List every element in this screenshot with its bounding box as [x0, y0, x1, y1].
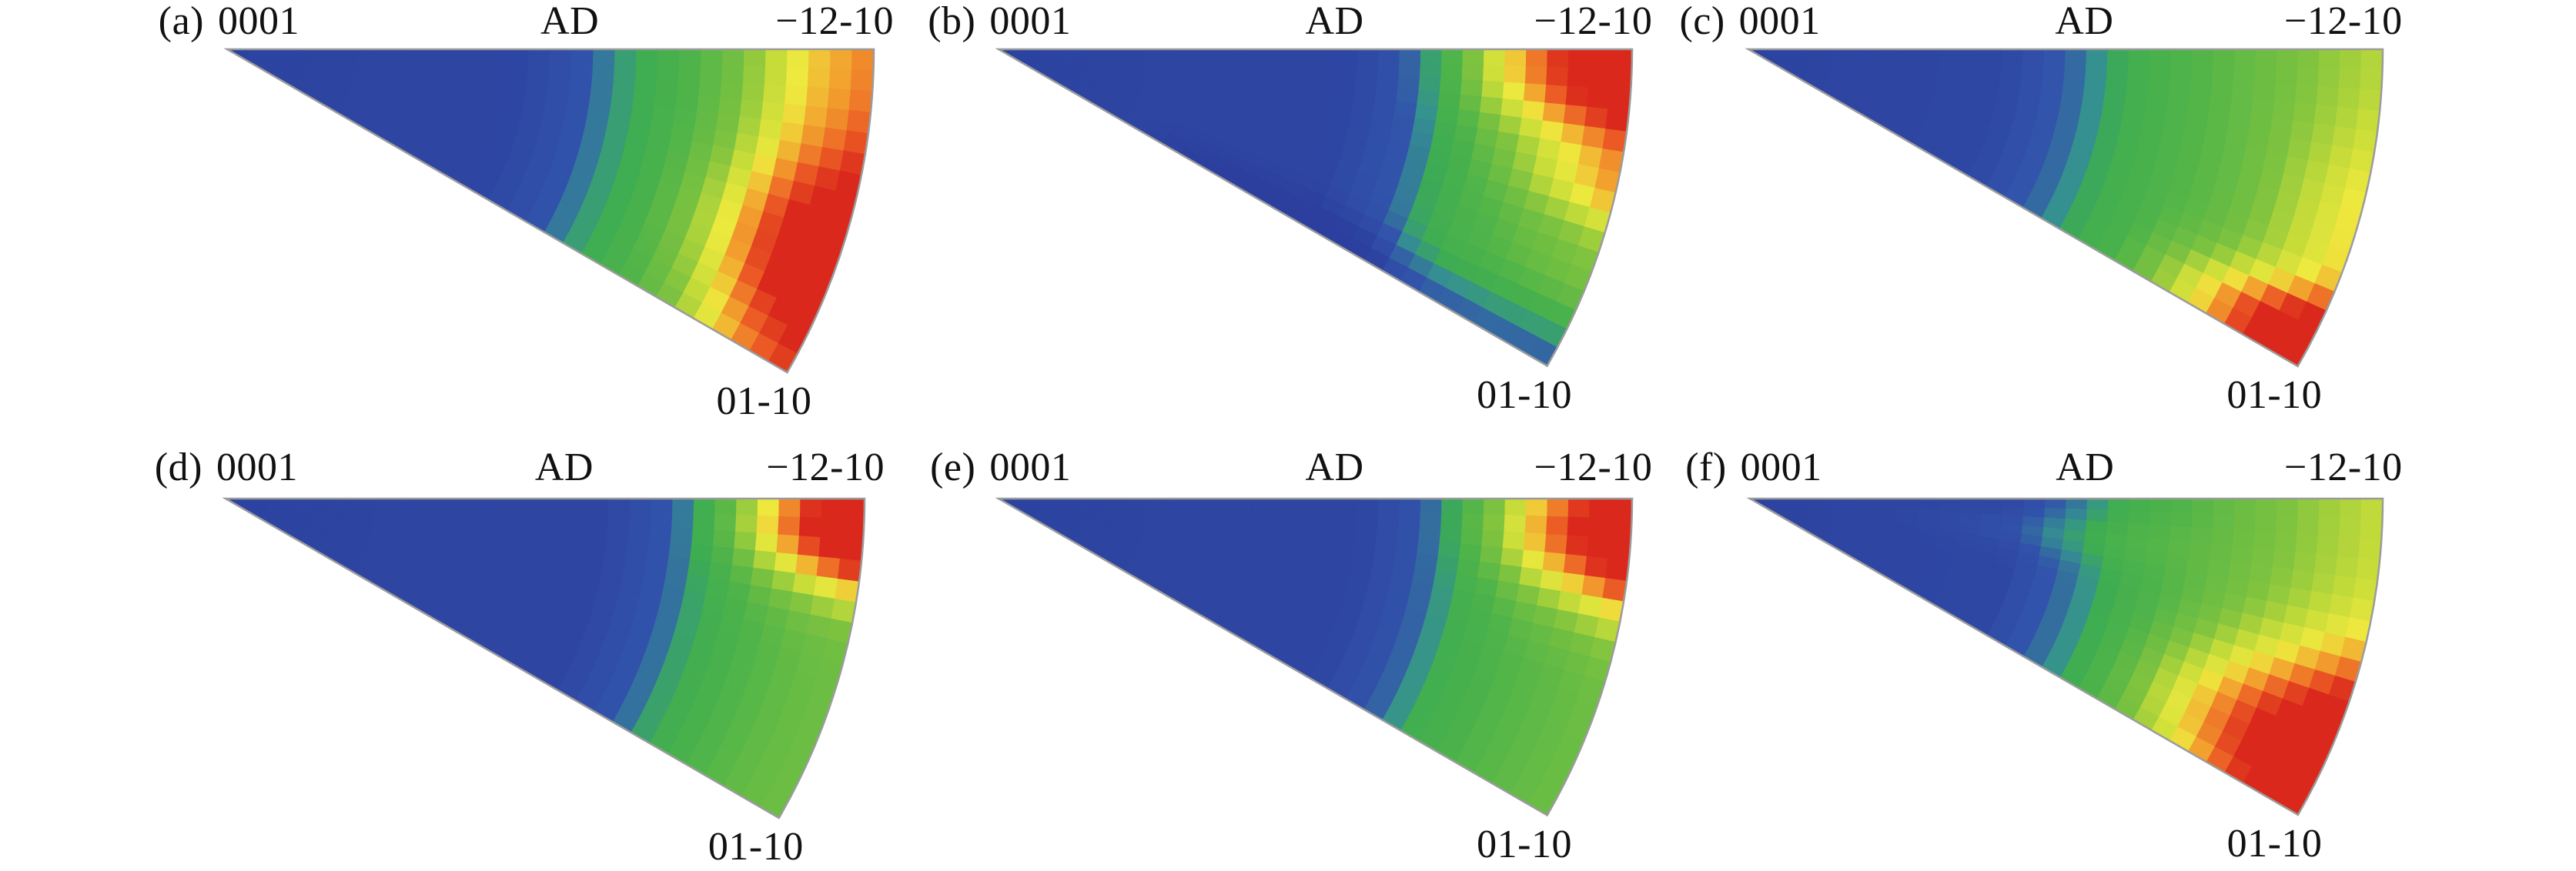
sample-direction-label-ad: AD: [540, 0, 600, 43]
direction-label-01-10: 01-10: [1477, 372, 1572, 417]
direction-label-0001: 0001: [218, 0, 299, 43]
direction-label-m12-10: −12-10: [1534, 0, 1653, 43]
ipf-panel-b: (b) 0001 AD −12-10 01-10: [858, 0, 1718, 436]
ipf-wedge: [223, 48, 875, 374]
direction-label-01-10: 01-10: [2226, 373, 2323, 417]
ipf-panel-d: (d) 0001 AD −12-10 01-10: [0, 436, 885, 871]
direction-label-m12-10: −12-10: [2284, 0, 2403, 43]
ipf-wedge: [1744, 48, 2384, 368]
ipf-panel-a: (a) 0001 AD −12-10 01-10: [0, 0, 894, 436]
ipf-panel-e: (e) 0001 AD −12-10 01-10: [858, 436, 1718, 871]
direction-label-01-10: 01-10: [716, 379, 812, 423]
sample-direction-label-ad: AD: [534, 446, 594, 489]
direction-label-m12-10: −12-10: [2284, 446, 2403, 489]
panel-label: (d): [154, 446, 202, 489]
direction-label-0001: 0001: [1738, 0, 1821, 43]
direction-label-m12-10: −12-10: [766, 446, 885, 489]
sample-direction-label-ad: AD: [2056, 446, 2115, 489]
panel-label: (b): [928, 0, 976, 43]
panel-label: (c): [1679, 0, 1725, 43]
direction-label-0001: 0001: [216, 446, 298, 489]
direction-label-01-10: 01-10: [1477, 822, 1572, 866]
direction-label-01-10: 01-10: [2226, 822, 2323, 866]
direction-label-0001: 0001: [1740, 446, 1822, 489]
direction-label-0001: 0001: [989, 446, 1072, 489]
sample-direction-label-ad: AD: [1305, 446, 1364, 489]
direction-label-m12-10: −12-10: [1534, 446, 1653, 489]
sample-direction-label-ad: AD: [2055, 0, 2114, 43]
ipf-wedge: [222, 497, 866, 819]
ipf-wedge: [995, 48, 1634, 368]
direction-label-m12-10: −12-10: [775, 0, 894, 43]
direction-label-0001: 0001: [989, 0, 1072, 43]
ipf-wedge: [1745, 497, 2384, 816]
ipf-panel-f: (f) 0001 AD −12-10 01-10: [1685, 436, 2576, 871]
direction-label-01-10: 01-10: [708, 825, 804, 869]
panel-label: (f): [1685, 446, 1727, 489]
ipf-panel-c: (c) 0001 AD −12-10 01-10: [1679, 0, 2576, 436]
sample-direction-label-ad: AD: [1305, 0, 1364, 43]
panel-label: (e): [930, 446, 976, 489]
panel-label: (a): [158, 0, 204, 43]
ipf-wedge: [995, 497, 1634, 817]
